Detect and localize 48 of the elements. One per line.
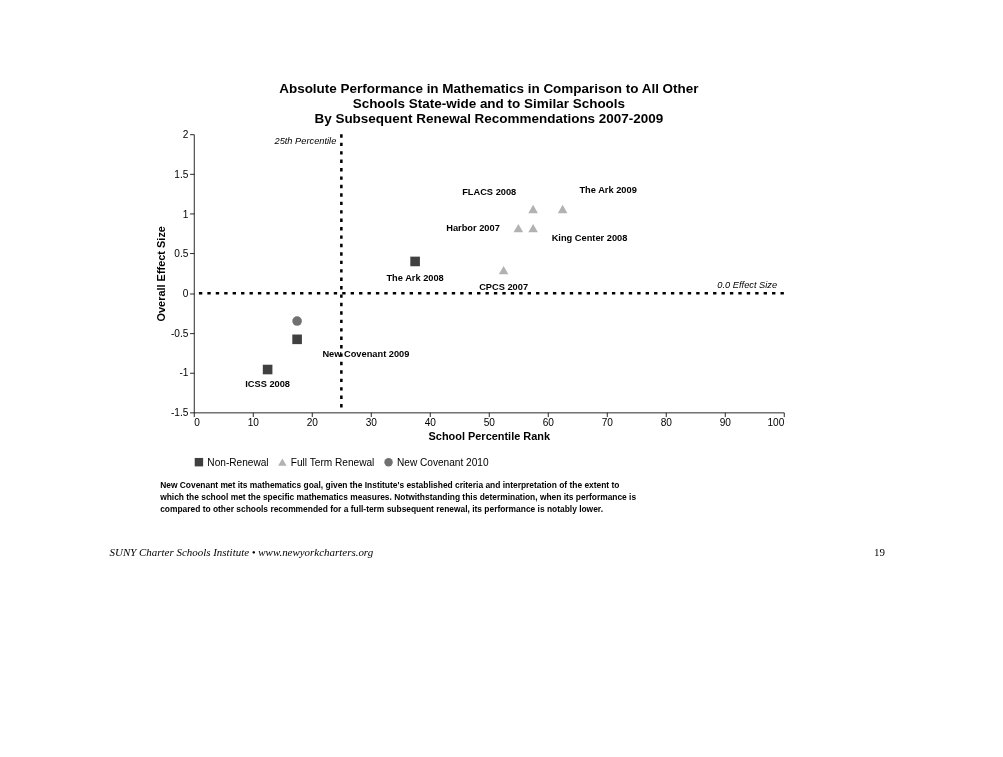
text: 19 — [874, 545, 886, 558]
x-tick-label: 0 — [194, 417, 201, 429]
legend-label: Full Term Renewal — [290, 456, 375, 468]
point — [292, 316, 302, 326]
text: Schools State-wide and to Similar Schools — [352, 96, 626, 112]
point — [528, 223, 538, 233]
point — [410, 256, 420, 267]
annotation: New Covenant 2009 — [322, 349, 410, 360]
x-tick-label: 20 — [306, 417, 319, 429]
point — [513, 223, 524, 233]
annotation: CPCS 2007 — [479, 281, 529, 292]
annotation: ICSS 2008 — [245, 379, 291, 390]
text: SUNY Charter Schools Institute • www.newyorkcharters.org — [109, 545, 374, 558]
point — [292, 334, 302, 345]
x-axis-title: School Percentile Rank — [428, 429, 551, 442]
x-tick-label: 40 — [424, 417, 437, 429]
y-tick-label: -0.5 — [170, 327, 189, 339]
y-tick-label: 2 — [182, 129, 189, 141]
x-tick-label: 60 — [542, 417, 555, 429]
annotation: FLACS 2008 — [462, 186, 517, 197]
x-tick-label: 50 — [483, 417, 496, 429]
ref-line-label: 25th Percentile — [273, 135, 337, 146]
y-tick-label: 0.5 — [174, 248, 189, 260]
x-tick-label: 90 — [719, 417, 732, 429]
text: Absolute Performance in Mathematics in Comparison to All Other — [279, 80, 699, 96]
ref-line-label: 0.0 Effect Size — [717, 280, 778, 291]
annotation: The Ark 2009 — [579, 184, 637, 195]
x-tick-label: 30 — [365, 417, 378, 429]
point — [557, 204, 568, 214]
y-tick-label: 1.5 — [174, 168, 189, 180]
y-tick-label: 0 — [182, 288, 189, 300]
legend-label: New Covenant 2010 — [396, 456, 489, 468]
point — [498, 266, 509, 275]
text: New Covenant met its mathematics goal, given the Institute's established criteria and interpretation of the extent to which the school met the specific mathematics measures. Notwithstanding this determination, when its performance is compared to other schools recommended for a full-term subsequent renewal, its performance is notably lower. — [159, 480, 637, 514]
annotation: The Ark 2008 — [386, 272, 444, 283]
annotation: King Center 2008 — [551, 232, 628, 243]
y-tick-label: -1 — [179, 367, 189, 379]
x-tick-label: 100 — [767, 417, 785, 429]
y-tick-label: -1.5 — [170, 407, 189, 419]
x-tick-label: 10 — [247, 417, 260, 429]
annotation: Harbor 2007 — [446, 222, 500, 233]
x-tick-label: 70 — [601, 417, 614, 429]
y-axis-title: Overall Effect Size — [155, 226, 168, 322]
text: By Subsequent Renewal Recommendations 2007-2009 — [314, 111, 664, 127]
y-tick-label: 1 — [182, 208, 189, 220]
point — [528, 204, 538, 214]
legend-label: Non-Renewal — [207, 456, 269, 468]
x-tick-label: 80 — [660, 417, 673, 429]
